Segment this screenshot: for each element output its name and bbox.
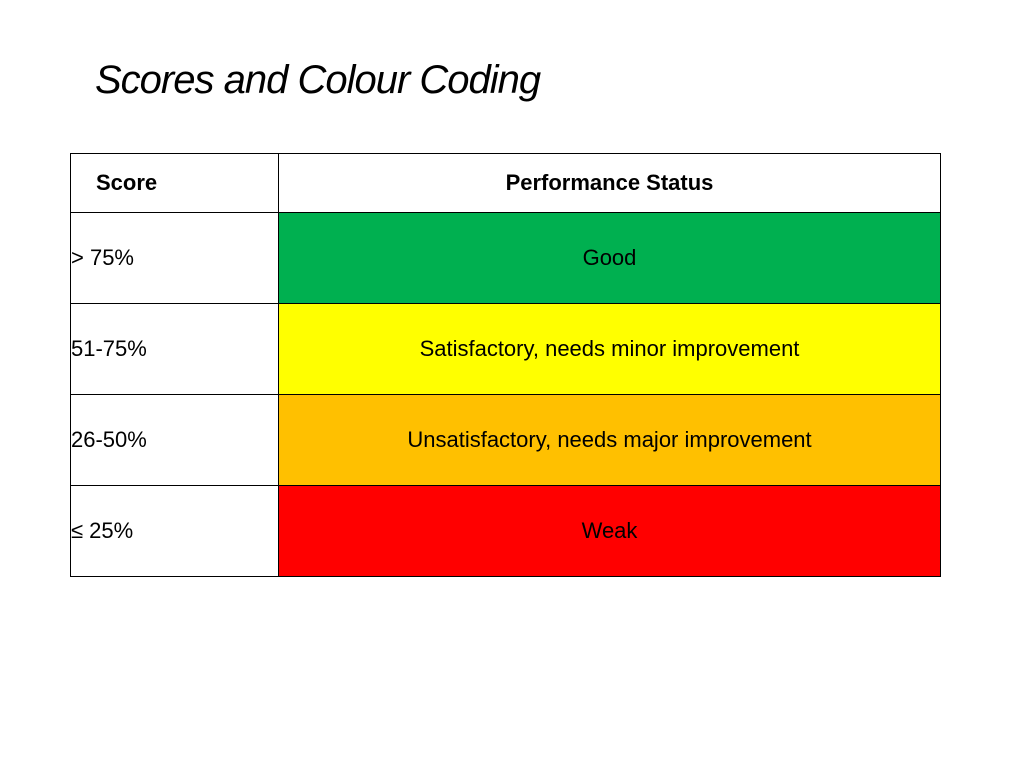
page-title: Scores and Colour Coding	[95, 58, 541, 102]
status-cell-good: Good	[278, 212, 941, 304]
score-cell: > 75%	[70, 212, 279, 304]
table-header-row: Score Performance Status	[70, 153, 941, 213]
score-colour-table: Score Performance Status > 75% Good 51-7…	[70, 153, 941, 577]
score-cell: 26-50%	[70, 394, 279, 486]
table-row: > 75% Good	[70, 212, 941, 304]
score-cell: 51-75%	[70, 303, 279, 395]
header-performance-status: Performance Status	[278, 153, 941, 213]
status-cell-unsatisfactory: Unsatisfactory, needs major improvement	[278, 394, 941, 486]
table-row: ≤ 25% Weak	[70, 485, 941, 577]
score-cell: ≤ 25%	[70, 485, 279, 577]
status-cell-satisfactory: Satisfactory, needs minor improvement	[278, 303, 941, 395]
header-score: Score	[70, 153, 279, 213]
status-cell-weak: Weak	[278, 485, 941, 577]
table-row: 51-75% Satisfactory, needs minor improve…	[70, 303, 941, 395]
table-row: 26-50% Unsatisfactory, needs major impro…	[70, 394, 941, 486]
